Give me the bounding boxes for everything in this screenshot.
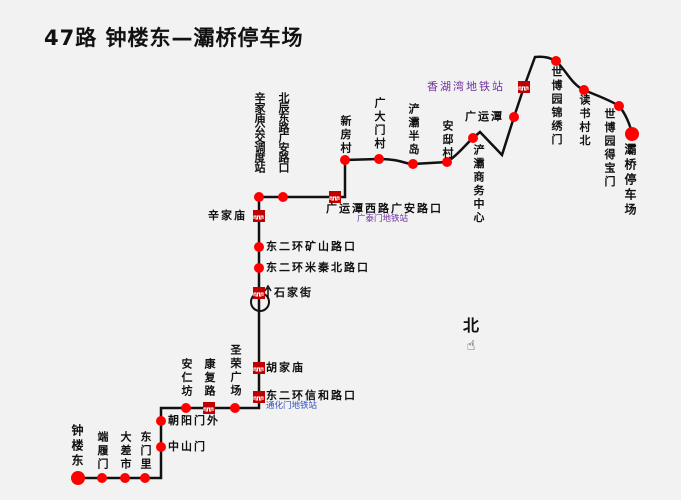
station-label: 世博园锦绣门 [550, 66, 563, 147]
station-label: 圣荣广场 [229, 344, 242, 398]
station-label: 广运潭西路广安路口 [326, 202, 443, 215]
subway-glyph [253, 292, 264, 297]
station-dot [254, 242, 264, 252]
station-label: 广运潭 [465, 110, 504, 123]
station-dot [156, 442, 166, 452]
station-dot [340, 155, 350, 165]
station-dot [374, 154, 384, 164]
station-dot [97, 473, 107, 483]
station-dot [579, 85, 589, 95]
station-label: 端履门 [96, 431, 109, 472]
station-label: 浐灞半岛 [407, 103, 420, 157]
station-label: 大差市 [119, 431, 132, 472]
station-label: 北辰东路广安路口 [277, 92, 290, 172]
station-dot [71, 471, 85, 485]
station-label: 钟楼东 [70, 424, 84, 469]
subway-glyph [253, 367, 264, 372]
station-dot [120, 473, 130, 483]
station-dot [625, 127, 639, 141]
pointing-hand-icon: ☝ [466, 338, 476, 354]
station-label: 东门里 [139, 431, 152, 472]
station-label: 东二环米秦北路口 [266, 261, 370, 274]
station-dot [254, 263, 264, 273]
station-dot [468, 133, 478, 143]
station-dot [254, 192, 264, 202]
station-label: 新房村 [339, 115, 352, 156]
station-label: 辛家庙公交调度站 [253, 92, 266, 172]
station-dot [156, 416, 166, 426]
metro-label: 通化门地铁站 [266, 401, 318, 411]
station-label: 安邸村 [441, 120, 454, 161]
station-dot [509, 112, 519, 122]
station-dot [140, 473, 150, 483]
station-label: 康复路 [203, 358, 216, 399]
station-dot [442, 157, 452, 167]
station-dot [230, 403, 240, 413]
station-label: 石家街 [274, 286, 313, 299]
station-dot [551, 56, 561, 66]
station-label: 安仁坊 [180, 358, 193, 399]
station-label: 读书村北 [578, 94, 591, 148]
station-label: 朝阳门外 [168, 414, 220, 427]
station-label: 中山门 [168, 440, 207, 453]
subway-glyph [253, 396, 264, 401]
station-label: 辛家庙 [208, 209, 247, 222]
station-label: 世博园得宝门 [603, 108, 616, 189]
subway-glyph [203, 407, 214, 412]
subway-glyph [518, 86, 529, 91]
metro-label: 香湖湾地铁站 [427, 80, 505, 93]
compass: 北 ☝ [463, 312, 479, 354]
station-label: 灞桥停车场 [623, 143, 637, 218]
station-label: 胡家庙 [266, 361, 305, 374]
station-dot [278, 192, 288, 202]
station-dot [408, 159, 418, 169]
north-label: 北 [463, 316, 480, 335]
station-dot [181, 403, 191, 413]
page-title: 47路 钟楼东—灞桥停车场 [44, 26, 304, 50]
station-dot [614, 101, 624, 111]
metro-label: 广泰门地铁站 [357, 214, 409, 224]
station-label: 浐灞商务中心 [472, 144, 485, 225]
subway-glyph [329, 196, 340, 201]
station-label: 东二环矿山路口 [266, 240, 357, 253]
station-label: 广大门村 [373, 97, 386, 151]
up-arrow-icon [264, 284, 272, 298]
subway-glyph [253, 215, 264, 220]
station-label: 东二环信和路口 [266, 389, 357, 402]
